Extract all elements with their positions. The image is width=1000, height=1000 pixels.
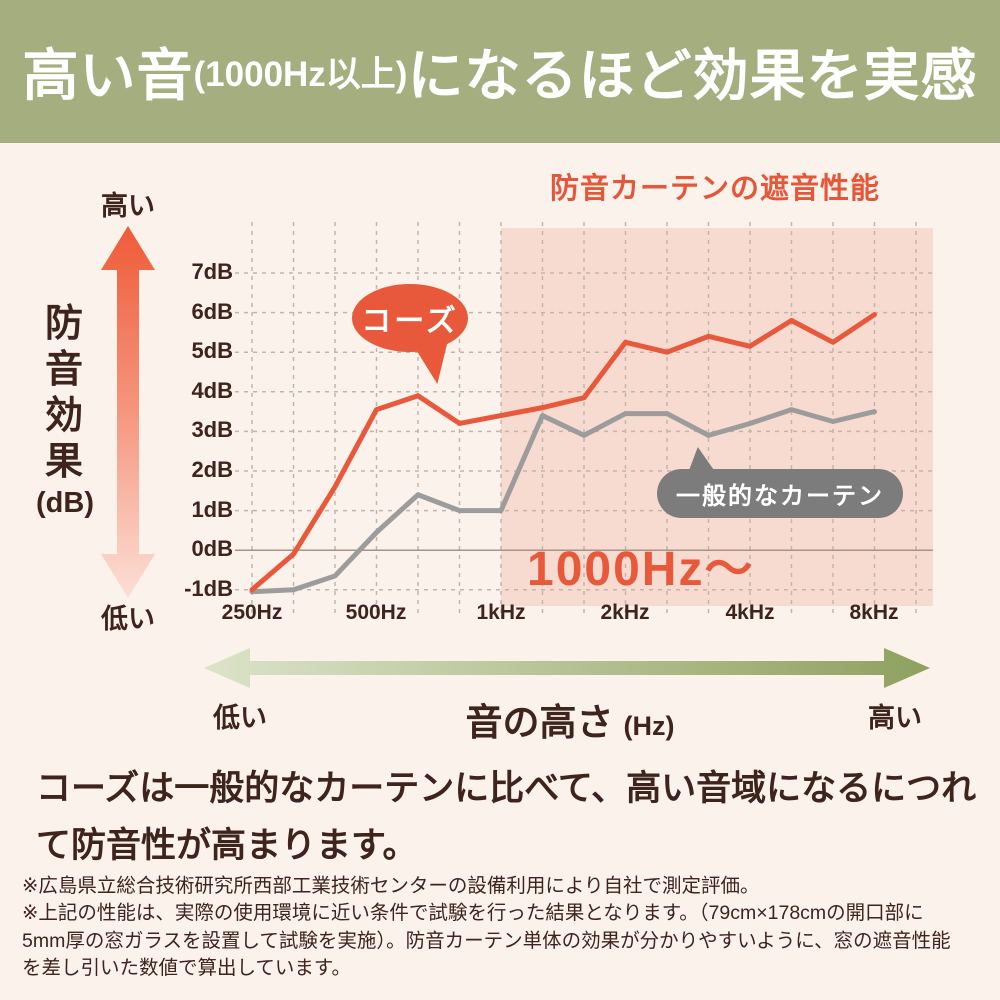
x-axis-high-label: 高い xyxy=(868,703,922,733)
y-tick-1db: 1dB xyxy=(191,497,233,522)
banner-text-large-2: になるほど効果を実感 xyxy=(407,44,978,107)
y-axis-low-label: 低い xyxy=(101,604,155,634)
banner-text-small: (1000Hz以上) xyxy=(193,55,408,94)
x-tick-1khz: 1kHz xyxy=(476,601,526,624)
highlight-region-label: 1000Hz〜 xyxy=(527,543,755,596)
x-axis-low-label: 低い xyxy=(213,703,267,733)
x-tick-500hz: 500Hz xyxy=(345,601,407,624)
footnote-line-3: 5mm厚の窓ガラスを設置して試験を実施）。防音カーテン単体の効果が分かりやすいよ… xyxy=(22,929,951,952)
y-tick-7db: 7dB xyxy=(191,259,233,284)
header-banner: 高い音 (1000Hz以上) になるほど効果を実感 xyxy=(0,0,1000,143)
y-tick-3db: 3dB xyxy=(191,417,233,442)
x-axis-title-group: 音の高さ (Hz) xyxy=(380,692,760,746)
series-label-bubble-kooze: コーズ xyxy=(352,284,468,352)
footnote-line-1: ※広島県立総合技術研究所西部工業技術センターの設備利用により自社で測定評価。 xyxy=(22,875,760,897)
y-tick-2db: 2dB xyxy=(191,457,233,482)
x-tick-8khz: 8kHz xyxy=(849,601,899,624)
footnote-line-2: ※上記の性能は、実際の使用環境に近い条件で試験を行った結果となります。（79cm… xyxy=(22,902,924,925)
y-axis-high-label: 高い xyxy=(101,191,155,221)
chart-title: 防音カーテンの遮音性能 xyxy=(549,173,880,205)
x-tick-2khz: 2kHz xyxy=(600,601,650,624)
series-label-bubble-general-curtain: 一般的なカーテン xyxy=(657,469,903,518)
banner-text-large-1: 高い音 xyxy=(22,44,194,107)
x-tick-4khz: 4kHz xyxy=(725,601,775,624)
summary-text: コーズは一般的なカーテンに比べて、高い音域になるにつれ て防音性が高まります。 xyxy=(36,760,981,875)
y-tick-5db: 5dB xyxy=(191,338,233,363)
summary-line-1: コーズは一般的なカーテンに比べて、高い音域になるにつれ xyxy=(36,769,977,808)
footnote-line-4: を差し引いた数値で算出しています。 xyxy=(22,956,351,979)
x-axis-title: 音の高さ xyxy=(465,702,614,743)
chart-plot xyxy=(235,222,933,614)
x-tick-250hz: 250Hz xyxy=(221,601,283,624)
y-axis-title: 防音効果 xyxy=(44,303,83,483)
y-axis-gradient-arrow-icon xyxy=(101,226,155,598)
y-axis-unit: (dB) xyxy=(36,487,94,519)
footnotes: ※広島県立総合技術研究所西部工業技術センターの設備利用により自社で測定評価。 ※… xyxy=(22,873,980,982)
y-tick-minus1db: -1dB xyxy=(184,576,233,601)
y-tick-4db: 4dB xyxy=(191,378,233,403)
x-axis-gradient-arrow-icon xyxy=(204,648,930,688)
y-tick-6db: 6dB xyxy=(191,299,233,324)
summary-line-2: て防音性が高まります。 xyxy=(36,826,418,866)
x-axis-unit: (Hz) xyxy=(623,711,675,741)
y-tick-0db: 0dB xyxy=(191,536,233,561)
